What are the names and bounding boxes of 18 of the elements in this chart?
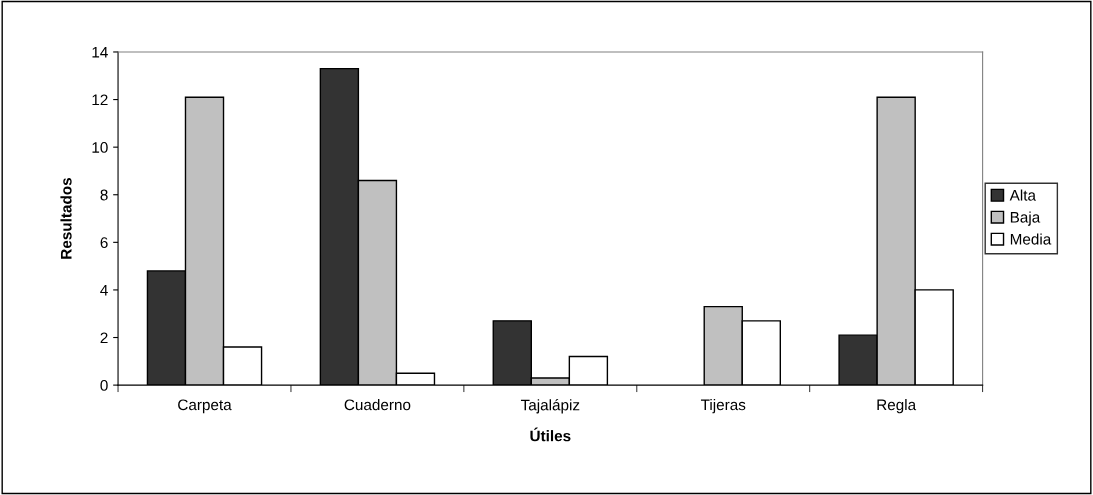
- x-tick-label: Regla: [877, 399, 917, 414]
- y-axis-title: Resultados: [60, 177, 72, 259]
- legend-label: Media: [1010, 233, 1052, 245]
- x-tick-label: Carpeta: [178, 399, 232, 414]
- x-tick-label: Tajalápiz: [520, 399, 580, 414]
- y-tick-label: 2: [100, 332, 108, 344]
- x-axis-title: Útiles: [530, 427, 571, 442]
- y-tick-label: 12: [92, 94, 108, 106]
- y-tick-label: 14: [92, 47, 108, 58]
- y-tick-label: 0: [100, 379, 108, 391]
- y-tick-label: 10: [92, 142, 108, 153]
- x-tick-label: Cuaderno: [344, 399, 411, 411]
- y-tick-label: 6: [100, 237, 108, 249]
- legend-label: Baja: [1010, 211, 1041, 226]
- y-tick-label: 4: [100, 284, 108, 296]
- legend-label: Alta: [1009, 189, 1036, 201]
- y-tick-label: 8: [100, 189, 108, 201]
- x-tick-label: Tijeras: [700, 399, 746, 414]
